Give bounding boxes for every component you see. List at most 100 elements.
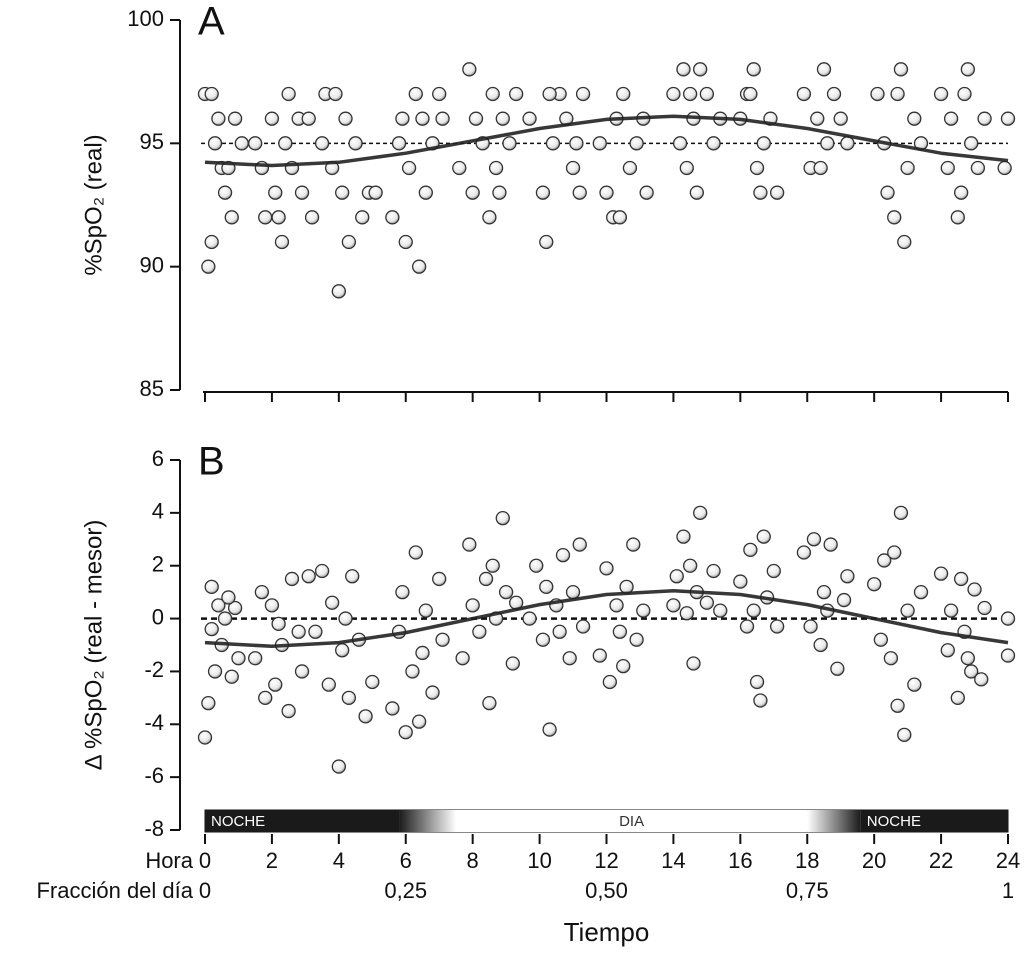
- data-point: [887, 210, 902, 225]
- data-point: [418, 185, 433, 200]
- data-point: [335, 185, 350, 200]
- data-point: [897, 234, 912, 250]
- data-point: [940, 160, 955, 176]
- data-point: [699, 595, 715, 610]
- data-point: [669, 569, 684, 584]
- data-point: [689, 185, 704, 200]
- data-point: [258, 210, 273, 225]
- data-point: [666, 598, 681, 613]
- x2-tick-label: 1: [1002, 878, 1014, 903]
- data-point: [358, 709, 373, 724]
- data-point: [907, 677, 922, 692]
- data-point: [599, 185, 614, 200]
- data-point: [733, 574, 748, 589]
- data-point: [391, 136, 407, 151]
- data-point: [207, 664, 223, 679]
- x2-ticks-title: Fracción del día: [36, 878, 193, 903]
- y-tick-label: -2: [144, 657, 164, 682]
- data-point: [485, 558, 500, 573]
- data-point: [970, 160, 986, 176]
- data-point: [211, 598, 226, 613]
- data-point: [345, 569, 360, 584]
- data-point: [967, 582, 982, 597]
- data-point: [355, 210, 370, 225]
- y-tick-label: 0: [152, 604, 164, 629]
- data-point: [268, 185, 283, 200]
- data-point: [432, 86, 447, 102]
- data-point: [816, 584, 832, 600]
- data-point: [468, 111, 484, 126]
- data-point: [415, 645, 430, 661]
- band: [455, 810, 808, 832]
- data-point: [753, 185, 768, 200]
- data-point: [569, 136, 584, 151]
- data-point: [365, 674, 380, 690]
- data-point: [248, 651, 263, 666]
- data-point: [933, 566, 949, 581]
- data-point: [197, 730, 213, 745]
- data-point: [411, 259, 427, 274]
- data-point: [933, 86, 949, 102]
- data-point: [264, 111, 280, 126]
- data-point: [217, 611, 233, 626]
- data-point: [769, 619, 785, 634]
- data-point: [749, 674, 765, 690]
- data-point: [425, 685, 440, 700]
- panel-label: A: [198, 0, 225, 44]
- data-point: [231, 651, 246, 666]
- data-point: [401, 160, 417, 176]
- data-point: [328, 86, 343, 102]
- data-point: [281, 703, 296, 719]
- data-point: [562, 651, 577, 666]
- data-point: [398, 725, 413, 740]
- data-point: [913, 584, 929, 600]
- data-point: [462, 62, 477, 77]
- data-point: [636, 603, 651, 618]
- x-tick-label: 20: [862, 848, 886, 873]
- data-point: [331, 759, 346, 774]
- y-tick-label: -4: [144, 710, 164, 735]
- data-point: [572, 185, 587, 200]
- data-point: [472, 624, 487, 639]
- data-point: [535, 185, 551, 200]
- data-point: [796, 545, 812, 560]
- data-point: [743, 542, 758, 558]
- data-point: [813, 637, 828, 653]
- data-point: [873, 632, 889, 647]
- data-point: [418, 603, 433, 618]
- data-point: [274, 234, 290, 250]
- data-point: [950, 690, 965, 706]
- band: [205, 810, 400, 832]
- data-point: [820, 136, 835, 151]
- data-point: [552, 624, 567, 639]
- data-point: [803, 619, 818, 634]
- data-point: [455, 651, 470, 666]
- data-point: [960, 651, 975, 666]
- data-point: [977, 600, 992, 616]
- data-point: [432, 571, 447, 587]
- data-point: [893, 62, 909, 77]
- data-point: [900, 160, 915, 176]
- y-tick-label: 100: [127, 6, 164, 31]
- panel-label: B: [198, 440, 225, 484]
- x-tick-label: 14: [661, 848, 685, 873]
- x2-tick-label: 0,75: [786, 878, 829, 903]
- data-point: [907, 111, 922, 126]
- data-point: [616, 86, 631, 102]
- y-tick-label: 6: [152, 446, 164, 471]
- data-point: [408, 86, 423, 102]
- data-point: [284, 571, 300, 587]
- data-point: [870, 86, 885, 102]
- data-point: [509, 86, 524, 102]
- data-point: [706, 136, 721, 151]
- x-tick-label: 6: [400, 848, 412, 873]
- x-tick-label: 8: [467, 848, 479, 873]
- data-point: [887, 545, 902, 560]
- data-point: [398, 234, 413, 250]
- data-point: [943, 111, 959, 126]
- data-point: [616, 658, 631, 674]
- data-point: [756, 529, 771, 544]
- data-point: [335, 643, 350, 658]
- data-point: [234, 136, 249, 151]
